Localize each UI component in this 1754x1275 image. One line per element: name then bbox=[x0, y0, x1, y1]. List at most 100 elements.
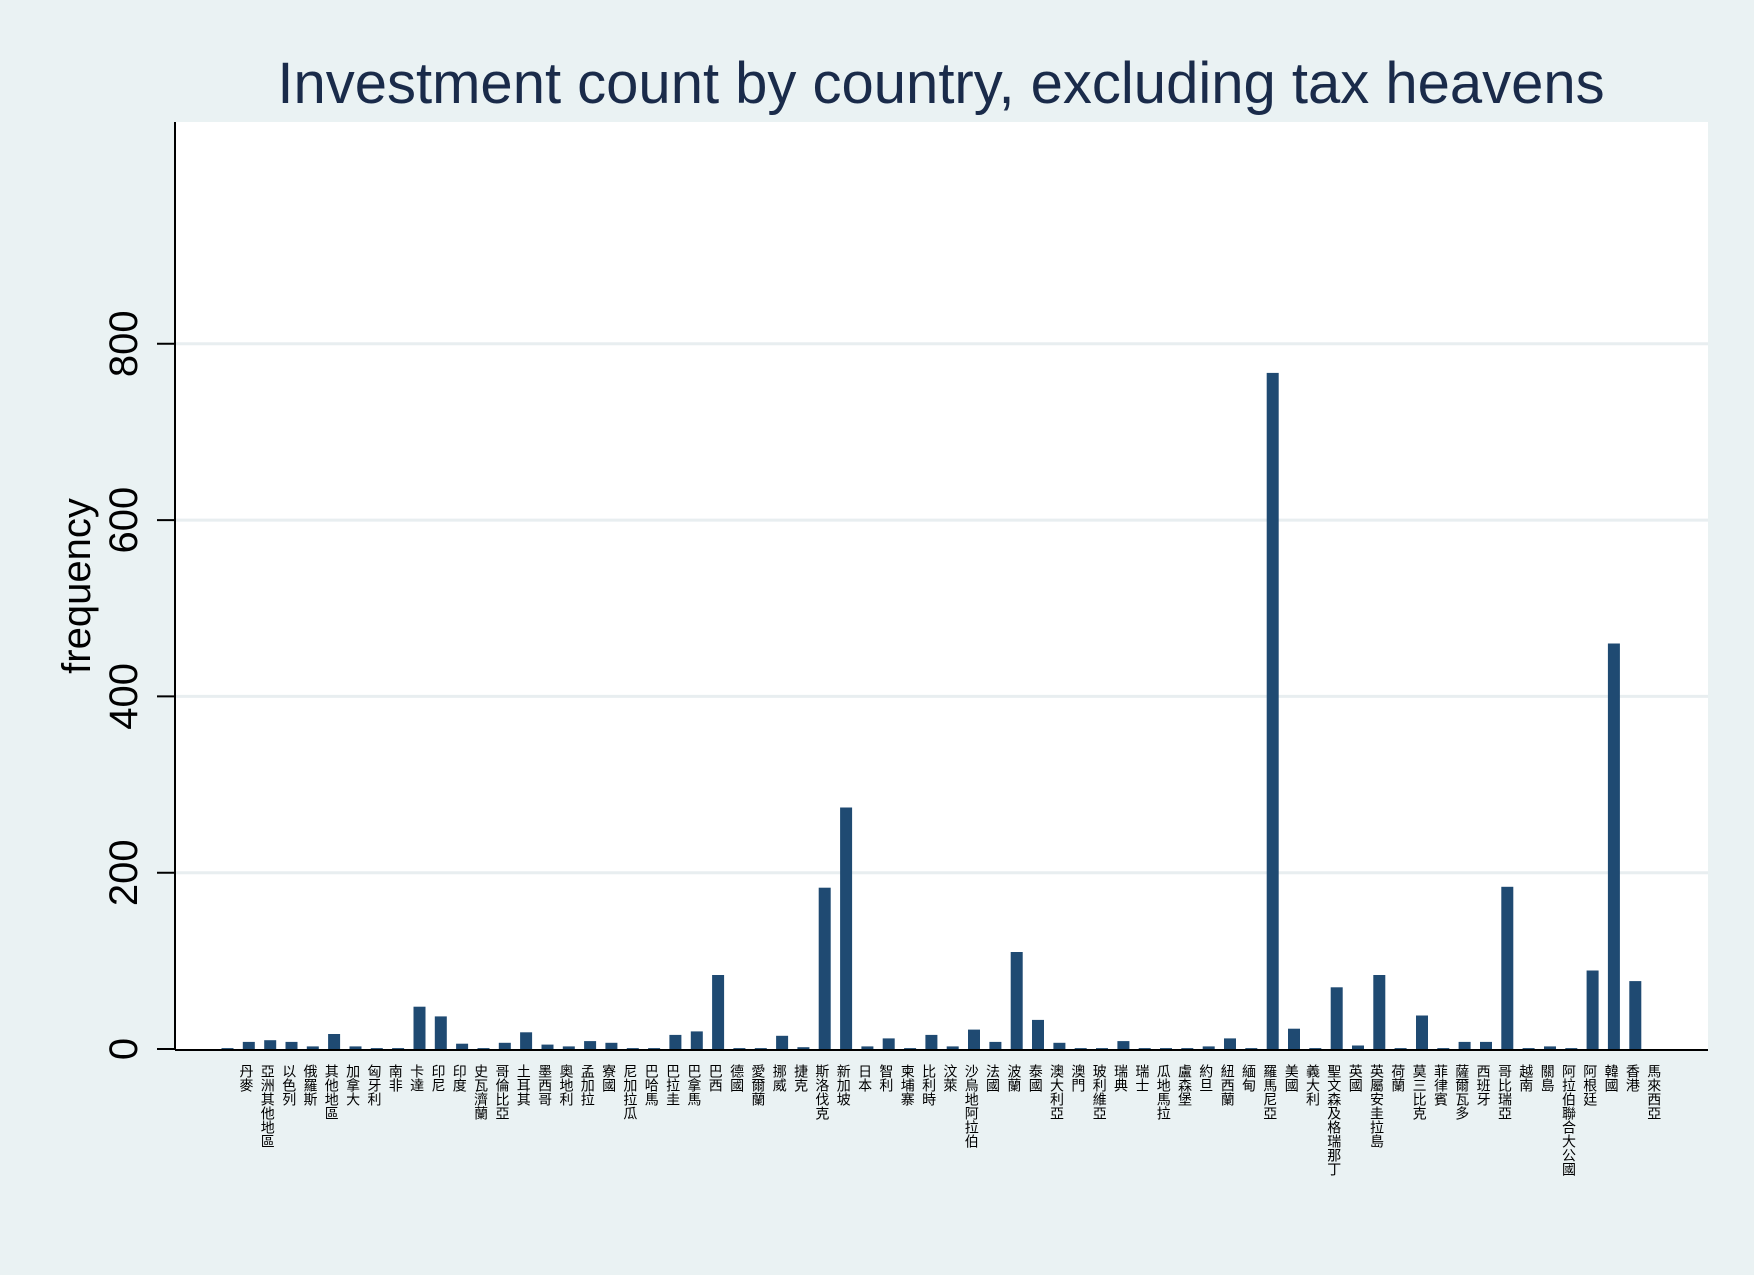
x-tick-label: 阿根廷 bbox=[1581, 1064, 1597, 1106]
bar bbox=[264, 1040, 277, 1049]
x-tick-label: 澳門 bbox=[1069, 1064, 1085, 1093]
x-tick-label: 玻利維亞 bbox=[1091, 1064, 1107, 1120]
bar bbox=[946, 1046, 959, 1049]
x-tick-label: 德國 bbox=[728, 1064, 744, 1092]
bar bbox=[1224, 1038, 1236, 1049]
x-tick-label: 義大利 bbox=[1304, 1063, 1320, 1106]
bar bbox=[1266, 372, 1279, 1049]
bar bbox=[1437, 1048, 1450, 1049]
x-tick-label: 瓜地馬拉 bbox=[1155, 1064, 1171, 1120]
y-tick-label: 600 bbox=[102, 487, 146, 554]
x-tick-label: 斯洛伐克 bbox=[813, 1064, 829, 1121]
x-tick-label: 挪威 bbox=[771, 1064, 787, 1093]
bar bbox=[1586, 970, 1599, 1049]
x-tick-label: 沙烏地阿拉伯 bbox=[963, 1064, 979, 1148]
x-tick-label: 南非 bbox=[387, 1064, 403, 1092]
x-tick-label: 菲律賓 bbox=[1432, 1064, 1448, 1106]
x-tick-label: 比利時 bbox=[920, 1064, 936, 1106]
bar bbox=[1181, 1048, 1194, 1049]
bar bbox=[1352, 1045, 1364, 1049]
bar bbox=[776, 1035, 789, 1049]
y-tick-label: 400 bbox=[102, 663, 146, 730]
x-tick-label: 哥比瑞亞 bbox=[1496, 1064, 1512, 1120]
bar bbox=[968, 1029, 980, 1049]
bar bbox=[1202, 1046, 1215, 1049]
bar bbox=[754, 1048, 767, 1049]
bar bbox=[1522, 1048, 1535, 1049]
bar bbox=[1309, 1048, 1322, 1049]
x-tick-label: 阿拉伯聯合大公國 bbox=[1560, 1064, 1576, 1176]
x-tick-label: 波蘭 bbox=[1005, 1064, 1021, 1092]
x-tick-label: 印度 bbox=[451, 1064, 467, 1092]
x-tick-label: 西班牙 bbox=[1475, 1064, 1491, 1107]
bar bbox=[712, 975, 725, 1049]
x-tick-label: 香港 bbox=[1624, 1064, 1640, 1092]
x-tick-label: 奧地利 bbox=[558, 1064, 574, 1106]
bar bbox=[370, 1048, 383, 1049]
bar bbox=[520, 1032, 533, 1049]
x-tick-label: 史瓦濟蘭 bbox=[472, 1064, 488, 1120]
bar bbox=[1394, 1048, 1407, 1049]
bar bbox=[733, 1048, 746, 1049]
x-tick-label: 約旦 bbox=[1197, 1064, 1213, 1092]
bar bbox=[1010, 952, 1023, 1049]
x-tick-label: 捷克 bbox=[792, 1064, 808, 1093]
x-tick-label: 馬來西亞 bbox=[1645, 1064, 1661, 1120]
x-tick-label: 泰國 bbox=[1027, 1064, 1043, 1092]
x-tick-label: 汶萊 bbox=[941, 1063, 957, 1092]
y-tick-label: 800 bbox=[102, 310, 146, 377]
bar bbox=[1416, 1015, 1428, 1049]
bar bbox=[1373, 975, 1386, 1049]
bar bbox=[861, 1046, 874, 1049]
bar bbox=[840, 807, 853, 1049]
bar bbox=[1053, 1042, 1066, 1049]
x-tick-label: 英屬安圭拉島 bbox=[1368, 1063, 1384, 1148]
x-tick-label: 莫三比克 bbox=[1411, 1064, 1427, 1121]
x-tick-label: 澳大利亞 bbox=[1048, 1064, 1064, 1120]
plot-area bbox=[175, 122, 1708, 1049]
bar bbox=[306, 1046, 319, 1049]
bar bbox=[1629, 981, 1642, 1049]
bar bbox=[456, 1043, 469, 1049]
bar bbox=[434, 1016, 447, 1049]
x-tick-label: 墨西哥 bbox=[536, 1064, 552, 1106]
bar bbox=[1501, 886, 1514, 1049]
chart-title: Investment count by country, excluding t… bbox=[277, 51, 1604, 116]
bar bbox=[1117, 1041, 1130, 1049]
bar bbox=[882, 1038, 895, 1049]
y-tick-label: 200 bbox=[102, 839, 146, 906]
x-tick-label: 匈牙利 bbox=[366, 1064, 382, 1106]
bar bbox=[1480, 1041, 1492, 1049]
x-tick-label: 亞洲其他地區 bbox=[259, 1064, 275, 1148]
x-tick-label: 關島 bbox=[1539, 1064, 1555, 1092]
bar bbox=[541, 1044, 554, 1049]
x-tick-label: 盧森堡 bbox=[1176, 1064, 1192, 1106]
bar bbox=[498, 1042, 511, 1049]
y-axis-label: frequency bbox=[55, 498, 99, 674]
bar bbox=[669, 1034, 682, 1049]
x-tick-label: 緬甸 bbox=[1240, 1064, 1256, 1093]
bar bbox=[285, 1041, 298, 1049]
bar bbox=[413, 1006, 426, 1049]
x-tick-label: 卡達 bbox=[408, 1064, 424, 1092]
x-tick-label: 新加坡 bbox=[835, 1064, 851, 1106]
x-tick-label: 寮國 bbox=[600, 1063, 616, 1092]
bar bbox=[626, 1048, 639, 1049]
x-tick-label: 丹麥 bbox=[238, 1064, 254, 1092]
bar bbox=[989, 1041, 1002, 1049]
x-tick-label: 瑞典 bbox=[1112, 1064, 1128, 1092]
x-tick-label: 巴哈馬 bbox=[643, 1064, 659, 1106]
x-tick-label: 紐西蘭 bbox=[1219, 1064, 1235, 1106]
bars bbox=[221, 372, 1642, 1049]
bar bbox=[648, 1048, 661, 1049]
bar bbox=[1096, 1048, 1108, 1049]
x-tick-label: 哥倫比亞 bbox=[494, 1064, 510, 1120]
x-tick-label: 柬埔寨 bbox=[899, 1064, 915, 1106]
x-tick-label: 日本 bbox=[856, 1064, 872, 1092]
bar bbox=[690, 1031, 703, 1049]
x-tick-label: 愛爾蘭 bbox=[749, 1064, 765, 1106]
bar bbox=[349, 1046, 362, 1049]
x-tick-label: 韓國 bbox=[1603, 1064, 1619, 1092]
x-tick-label: 越南 bbox=[1517, 1064, 1533, 1092]
